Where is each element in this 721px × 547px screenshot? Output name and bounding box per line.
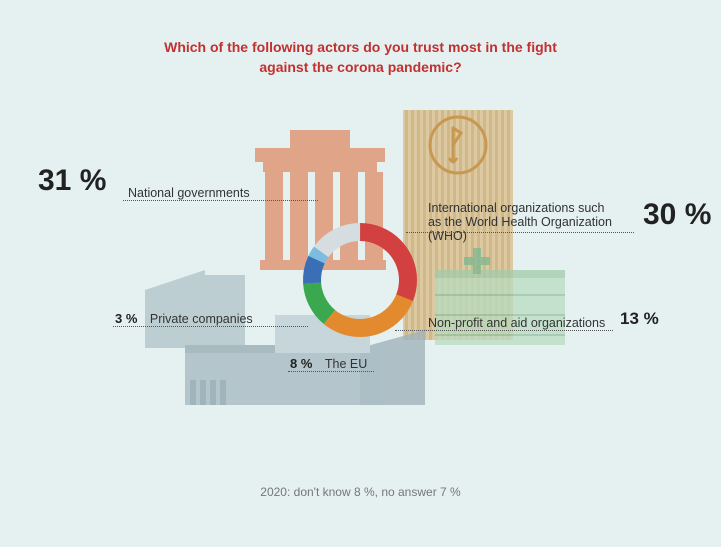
title-line-2: against the corona pandemic? (0, 58, 721, 78)
label-intl-pct: 30 % (643, 198, 711, 232)
label-national-governments: 31 % (38, 164, 106, 198)
footnote: 2020: don't know 8 %, no answer 7 % (0, 485, 721, 499)
leader-eu (288, 371, 374, 372)
label-nonprofit-pct: 13 % (620, 309, 659, 329)
chart-title: Which of the following actors do you tru… (0, 38, 721, 77)
label-intl-text: International organizations such as the … (428, 201, 638, 243)
nat-gov-pct: 31 % (38, 164, 106, 197)
title-line-1: Which of the following actors do you tru… (0, 38, 721, 58)
leader-nonprofit (395, 330, 613, 331)
leader-intl (406, 232, 634, 233)
leader-priv (113, 326, 308, 327)
leader-nat-gov (123, 200, 318, 201)
donut-chart (300, 220, 420, 340)
